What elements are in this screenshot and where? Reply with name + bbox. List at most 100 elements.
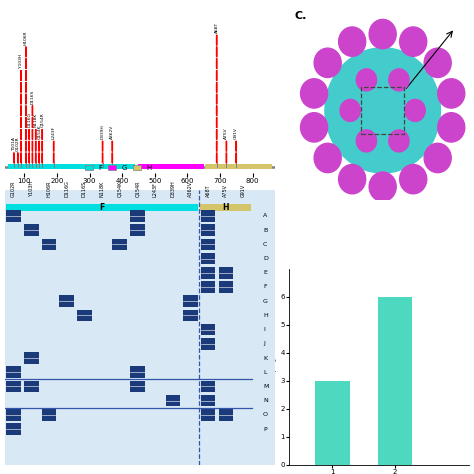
Bar bbox=[200, 204, 252, 211]
Text: N: N bbox=[263, 398, 268, 403]
Circle shape bbox=[301, 79, 328, 108]
Bar bbox=[201, 267, 215, 279]
Text: D116S: D116S bbox=[30, 90, 35, 104]
Text: M: M bbox=[263, 384, 268, 389]
Bar bbox=[219, 409, 233, 420]
Text: D: D bbox=[263, 256, 268, 261]
Circle shape bbox=[405, 100, 425, 121]
Bar bbox=[183, 310, 198, 321]
Bar bbox=[24, 381, 38, 392]
Circle shape bbox=[356, 69, 376, 91]
Text: Q154K: Q154K bbox=[117, 181, 122, 197]
Bar bbox=[8, 164, 135, 169]
Bar bbox=[42, 238, 56, 250]
Bar bbox=[219, 281, 233, 293]
Bar bbox=[165, 395, 180, 406]
Bar bbox=[6, 210, 21, 222]
Circle shape bbox=[438, 79, 465, 108]
Bar bbox=[59, 295, 74, 307]
Text: D116G: D116G bbox=[27, 112, 31, 127]
Circle shape bbox=[389, 69, 409, 91]
Text: Q154K: Q154K bbox=[37, 125, 41, 139]
Text: Y103H: Y103H bbox=[19, 54, 23, 68]
Bar bbox=[201, 395, 215, 406]
Bar bbox=[201, 238, 215, 250]
Circle shape bbox=[301, 113, 328, 142]
Bar bbox=[377, 297, 412, 465]
Text: O: O bbox=[263, 412, 268, 417]
Text: G102R: G102R bbox=[11, 180, 16, 197]
Bar bbox=[205, 164, 272, 169]
Circle shape bbox=[314, 48, 341, 77]
Text: D339H: D339H bbox=[100, 124, 105, 139]
Text: L: L bbox=[263, 370, 266, 375]
Text: N118K: N118K bbox=[34, 113, 38, 127]
Text: D116G: D116G bbox=[64, 180, 69, 197]
Bar bbox=[130, 210, 145, 222]
Bar bbox=[201, 281, 215, 293]
Bar bbox=[138, 164, 204, 169]
Bar bbox=[130, 366, 145, 378]
Text: L243F: L243F bbox=[52, 126, 55, 139]
Text: A75V: A75V bbox=[223, 184, 228, 197]
Text: C: C bbox=[263, 242, 267, 247]
Circle shape bbox=[340, 100, 360, 121]
Text: B: B bbox=[263, 228, 267, 233]
Text: G102R: G102R bbox=[16, 136, 20, 151]
Text: A: A bbox=[263, 213, 267, 219]
Text: H106R: H106R bbox=[24, 30, 28, 45]
Bar bbox=[201, 210, 215, 222]
Text: G91V: G91V bbox=[234, 127, 238, 139]
Circle shape bbox=[369, 19, 396, 49]
Text: A362V: A362V bbox=[110, 125, 114, 139]
Circle shape bbox=[369, 172, 396, 201]
Bar bbox=[6, 366, 21, 378]
Bar bbox=[201, 224, 215, 236]
Text: C.: C. bbox=[294, 10, 307, 20]
Text: F: F bbox=[100, 203, 105, 212]
Circle shape bbox=[325, 48, 440, 173]
Circle shape bbox=[424, 48, 451, 77]
Bar bbox=[183, 295, 198, 307]
Circle shape bbox=[338, 27, 365, 56]
Circle shape bbox=[400, 164, 427, 194]
Text: G91V: G91V bbox=[241, 183, 246, 197]
Text: D339H: D339H bbox=[170, 180, 175, 197]
Bar bbox=[6, 409, 21, 420]
Circle shape bbox=[424, 143, 451, 173]
Bar bbox=[6, 381, 21, 392]
Bar bbox=[24, 352, 38, 364]
Text: Q154R: Q154R bbox=[40, 112, 44, 127]
Text: I: I bbox=[263, 327, 265, 332]
Circle shape bbox=[400, 27, 427, 56]
Text: A68T: A68T bbox=[206, 184, 210, 197]
Circle shape bbox=[356, 130, 376, 152]
Text: H106R: H106R bbox=[46, 180, 52, 197]
Text: D116S: D116S bbox=[82, 181, 87, 197]
Text: N118K: N118K bbox=[100, 181, 104, 197]
Bar bbox=[42, 409, 56, 420]
Circle shape bbox=[389, 130, 409, 152]
Circle shape bbox=[338, 164, 365, 194]
Bar bbox=[361, 87, 404, 134]
Text: T101A: T101A bbox=[12, 137, 16, 151]
Text: A75V: A75V bbox=[224, 128, 228, 139]
Bar bbox=[130, 224, 145, 236]
Text: H: H bbox=[223, 203, 229, 212]
Bar bbox=[6, 423, 21, 435]
Bar bbox=[315, 381, 349, 465]
Text: G: G bbox=[263, 299, 268, 304]
Text: H: H bbox=[263, 313, 268, 318]
Text: L243F: L243F bbox=[153, 182, 157, 197]
Text: D.: D. bbox=[238, 257, 252, 267]
Bar bbox=[201, 324, 215, 336]
Bar bbox=[6, 204, 199, 211]
Text: A68T: A68T bbox=[215, 22, 219, 33]
Bar bbox=[130, 381, 145, 392]
Bar bbox=[112, 238, 127, 250]
Bar bbox=[77, 310, 91, 321]
Bar bbox=[201, 338, 215, 350]
Y-axis label: Number of phage isolates: Number of phage isolates bbox=[273, 333, 277, 401]
Circle shape bbox=[438, 113, 465, 142]
Text: K: K bbox=[263, 356, 267, 361]
